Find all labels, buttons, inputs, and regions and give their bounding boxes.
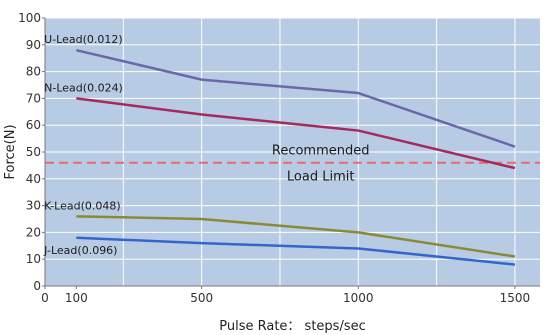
y-tick-label: 30: [26, 199, 41, 213]
load-limit-annotation: Recommended Load Limit: [45, 144, 540, 185]
x-tick-label: 500: [190, 291, 213, 305]
y-tick-label: 80: [26, 65, 41, 79]
y-tick-label: 0: [33, 279, 41, 293]
series-labels: U-Lead(0.012) N-Lead(0.024) K-Lead(0.048) J…: [43, 33, 123, 257]
series-lines: [76, 48, 516, 266]
x-tick-labels: 0 100 500 1000 1500: [41, 286, 530, 305]
annotation-recommended: Recommended: [272, 144, 370, 159]
series-line-3: [76, 236, 516, 266]
series-label-3: J-Lead(0.096): [43, 244, 117, 257]
x-tick-label: 100: [65, 291, 88, 305]
annotation-load-limit: Load Limit: [287, 170, 355, 185]
y-tick-label: 50: [26, 145, 41, 159]
x-tick-label: 1000: [343, 291, 374, 305]
y-tick-label: 60: [26, 118, 41, 132]
y-axis-title: Force(N): [3, 124, 18, 179]
y-tick-label: 90: [26, 38, 41, 52]
series-label-0: U-Lead(0.012): [44, 33, 123, 46]
y-tick-label: 10: [26, 252, 41, 266]
x-tick-label: 1500: [500, 291, 531, 305]
series-line-2: [76, 215, 516, 258]
series-line-1: [76, 97, 516, 170]
x-tick-label: 0: [41, 291, 49, 305]
x-axis-title: Pulse Rate： steps/sec: [219, 319, 366, 334]
y-tick-label: 20: [26, 225, 41, 239]
series-label-1: N-Lead(0.024): [44, 81, 123, 94]
y-tick-label: 40: [26, 172, 41, 186]
series-line-0: [76, 48, 516, 148]
y-tick-label: 100: [18, 11, 41, 25]
y-tick-label: 70: [26, 91, 41, 105]
y-tick-labels: 0 10 20 30 40 50 60 70 80 90 100: [18, 11, 45, 293]
gridlines: [44, 17, 540, 287]
series-label-2: K-Lead(0.048): [44, 199, 121, 212]
